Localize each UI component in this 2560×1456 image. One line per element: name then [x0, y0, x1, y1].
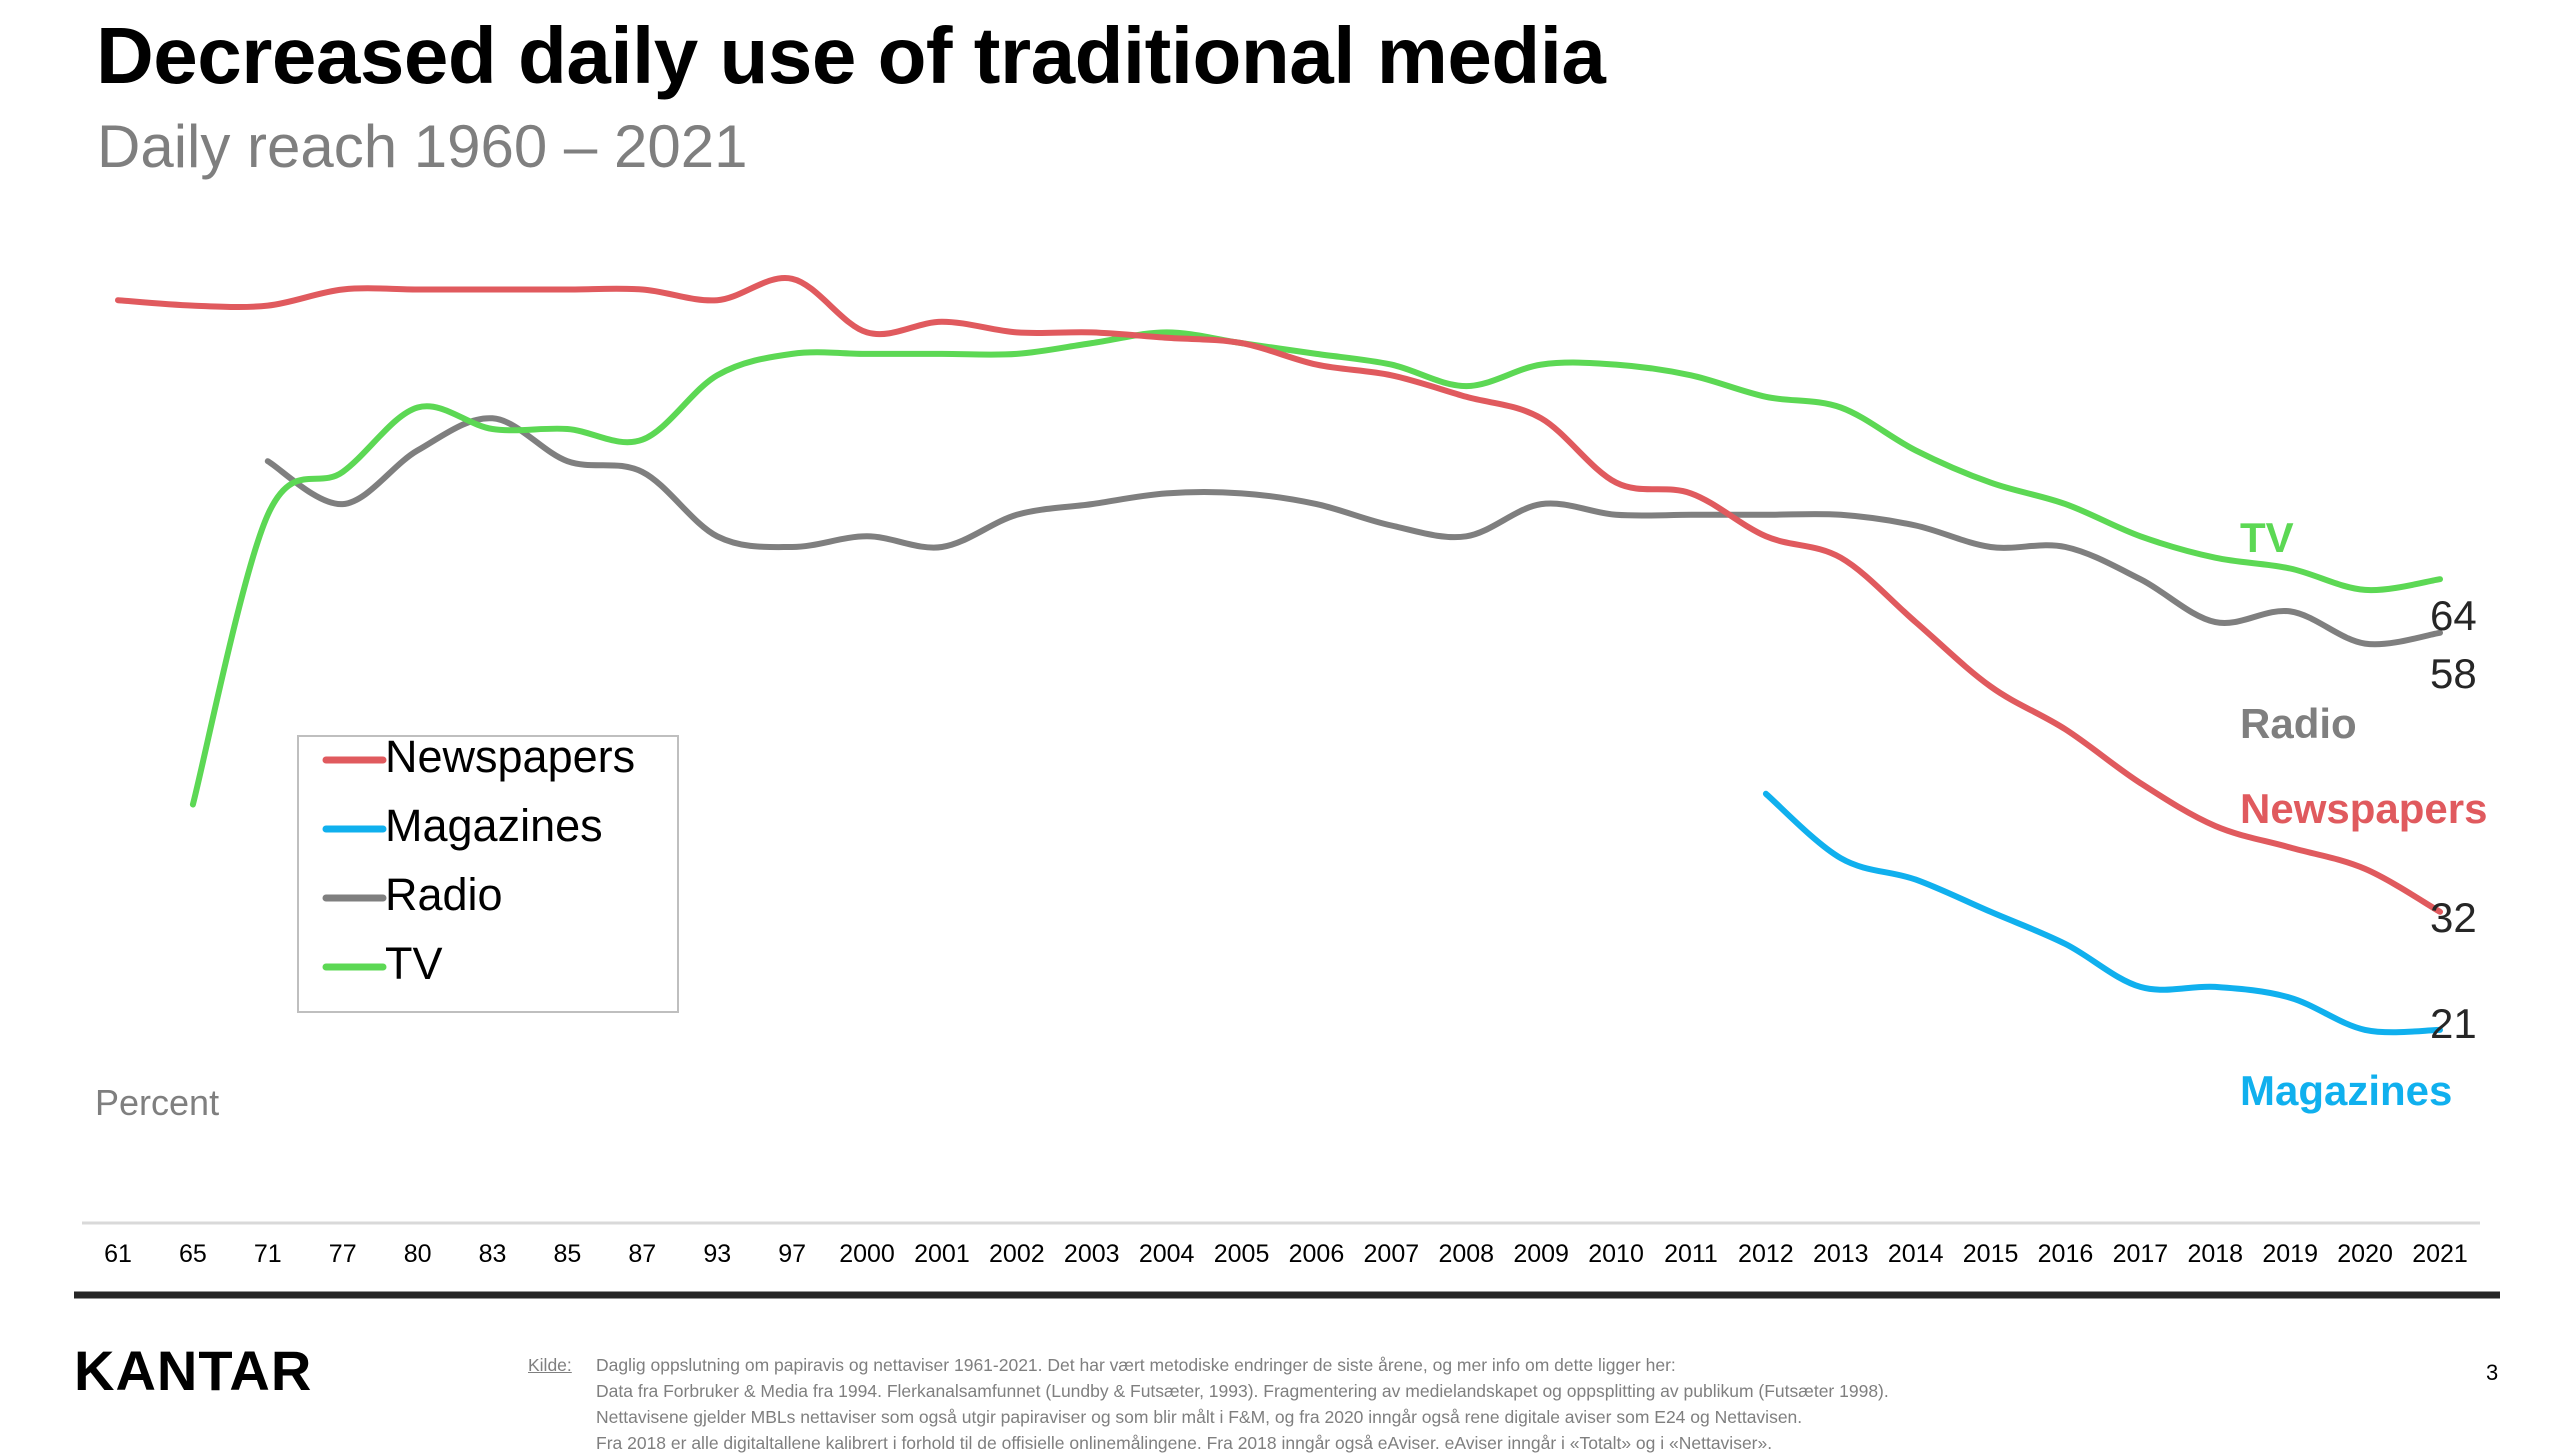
end-value-label-tv: 64 — [2430, 592, 2477, 639]
end-value-label-radio: 58 — [2430, 650, 2477, 697]
series-labels: Newspapers 32 Magazines 21 Radio 58 TV 64 — [2240, 514, 2487, 1114]
x-tick-label: 2016 — [2038, 1240, 2094, 1268]
source-label: Kilde: — [528, 1355, 572, 1375]
series-line-newspapers — [115, 275, 2443, 915]
page-title: Decreased daily use of traditional media — [96, 11, 1606, 100]
kantar-logo: KANTAR — [74, 1339, 313, 1402]
source-line: Nettavisene gjelder MBLs nettaviser som … — [596, 1407, 1803, 1427]
x-tick-label: 77 — [329, 1240, 357, 1268]
series-name-label-tv: TV — [2240, 514, 2294, 561]
x-tick-label: 2004 — [1139, 1240, 1195, 1268]
x-tick-label: 65 — [179, 1240, 207, 1268]
x-tick-label: 2017 — [2113, 1240, 2169, 1268]
x-tick-label: 2020 — [2337, 1240, 2393, 1268]
line-chart: 61 65 71 77 80 83 85 87 93 97 2000 2001 2002 2003 2004… — [74, 275, 2500, 1299]
x-axis-ticks: 61 65 71 77 80 83 85 87 93 97 2000 2001 2002 2003 2004… — [104, 1240, 2468, 1268]
x-tick-label: 2007 — [1364, 1240, 1420, 1268]
series-name-label-newspapers: Newspapers — [2240, 785, 2487, 832]
x-tick-label: 97 — [778, 1240, 806, 1268]
x-tick-label: 2013 — [1813, 1240, 1869, 1268]
x-tick-label: 2015 — [1963, 1240, 2019, 1268]
x-tick-label: 61 — [104, 1240, 132, 1268]
x-tick-label: 83 — [479, 1240, 507, 1268]
page-number: 3 — [2486, 1360, 2499, 1385]
x-tick-label: 2009 — [1513, 1240, 1569, 1268]
x-tick-label: 71 — [254, 1240, 282, 1268]
x-tick-label: 2008 — [1438, 1240, 1494, 1268]
x-tick-label: 87 — [628, 1240, 656, 1268]
x-tick-label: 80 — [404, 1240, 432, 1268]
source-note: Kilde: Daglig oppslutning om papiravis o… — [528, 1352, 2308, 1456]
x-tick-label: 2001 — [914, 1240, 970, 1268]
x-tick-label: 2006 — [1289, 1240, 1345, 1268]
source-line: Fra 2018 er alle digitaltallene kalibrer… — [596, 1433, 1773, 1453]
legend: Newspapers Magazines Radio TV — [297, 731, 679, 1013]
y-unit-label: Percent — [95, 1082, 219, 1123]
page-subtitle: Daily reach 1960 – 2021 — [97, 113, 748, 180]
x-tick-label: 2000 — [839, 1240, 895, 1268]
x-tick-label: 2018 — [2187, 1240, 2243, 1268]
series-line-magazines — [1762, 790, 2443, 1036]
x-tick-label: 2014 — [1888, 1240, 1944, 1268]
source-line: Data fra Forbruker & Media fra 1994. Fle… — [596, 1381, 1889, 1401]
x-tick-label: 2010 — [1588, 1240, 1644, 1268]
legend-label-tv: TV — [385, 938, 443, 989]
x-tick-label: 2002 — [989, 1240, 1045, 1268]
series-name-label-radio: Radio — [2240, 700, 2357, 747]
x-tick-label: 2005 — [1214, 1240, 1270, 1268]
x-tick-label: 2021 — [2412, 1240, 2468, 1268]
legend-label-newspapers: Newspapers — [385, 731, 635, 782]
source-line: Daglig oppslutning om papiravis og netta… — [596, 1355, 1676, 1375]
x-tick-label: 93 — [703, 1240, 731, 1268]
end-value-label-newspapers: 32 — [2430, 894, 2477, 941]
x-tick-label: 2012 — [1738, 1240, 1794, 1268]
x-tick-label: 85 — [554, 1240, 582, 1268]
legend-label-magazines: Magazines — [385, 800, 603, 851]
source-lines: Daglig oppslutning om papiravis og netta… — [596, 1352, 2308, 1456]
series-name-label-magazines: Magazines — [2240, 1067, 2452, 1114]
series-line-radio — [264, 415, 2443, 648]
end-value-label-magazines: 21 — [2430, 1000, 2477, 1047]
x-tick-label: 2019 — [2262, 1240, 2318, 1268]
x-tick-label: 2003 — [1064, 1240, 1120, 1268]
legend-label-radio: Radio — [385, 869, 503, 920]
x-tick-label: 2011 — [1664, 1240, 1718, 1268]
series-layer — [115, 275, 2443, 1036]
